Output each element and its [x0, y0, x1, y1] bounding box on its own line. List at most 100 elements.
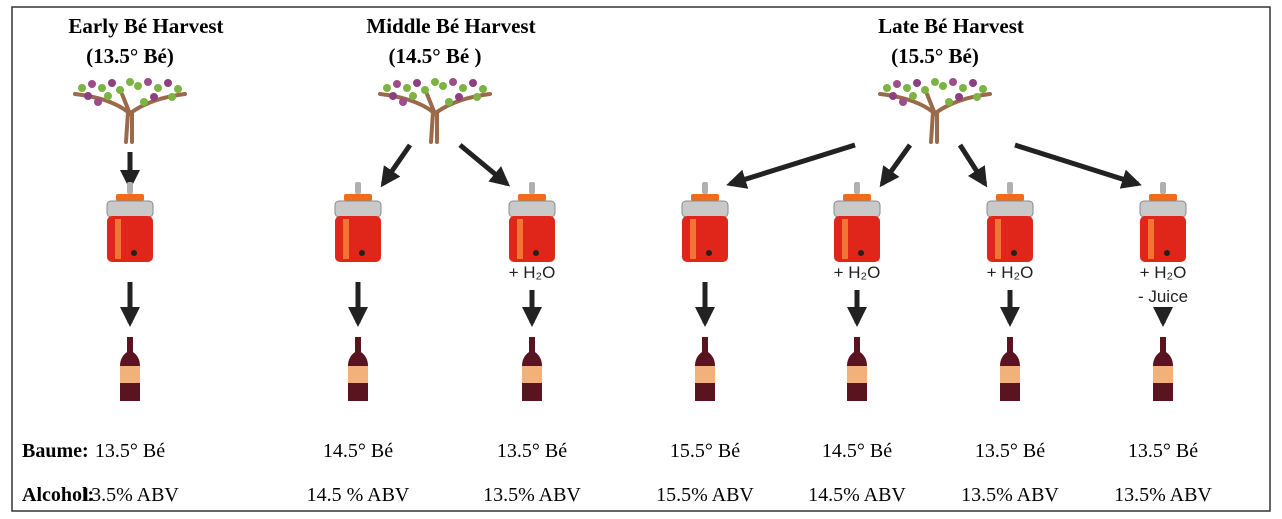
baume-value: 14.5° Bé	[822, 440, 892, 462]
tank-icon	[681, 182, 729, 262]
baume-value: 13.5° Bé	[975, 440, 1045, 462]
vine-icon	[73, 78, 187, 144]
harvest-title: Middle Bé Harvest	[366, 14, 535, 38]
grape	[445, 98, 453, 106]
tank-lid	[996, 194, 1024, 201]
tank-icon	[508, 182, 556, 262]
grape	[931, 78, 939, 86]
grape	[959, 84, 967, 92]
harvest-degree: (14.5° Bé )	[389, 44, 482, 68]
vine-trunk	[878, 92, 992, 144]
grape	[969, 79, 977, 87]
grape	[134, 82, 142, 90]
tank-tap	[706, 250, 712, 256]
tank-icon	[986, 182, 1034, 262]
grape	[104, 92, 112, 100]
tank-note: - Juice	[1138, 287, 1188, 306]
grape	[144, 78, 152, 86]
vine-icon	[378, 78, 492, 144]
bottle-icon	[522, 337, 542, 401]
bottle-label	[695, 366, 715, 383]
grape	[973, 93, 981, 101]
grape	[473, 93, 481, 101]
grape	[108, 79, 116, 87]
grape	[889, 92, 897, 100]
grape	[88, 80, 96, 88]
alcohol-value: 13.5% ABV	[81, 484, 179, 506]
tank-body	[987, 216, 1033, 262]
grape	[393, 80, 401, 88]
tank-lid	[344, 194, 372, 201]
tank-note: + H₂O	[987, 263, 1034, 282]
tank-shine	[842, 219, 848, 259]
harvest-title: Early Bé Harvest	[68, 14, 223, 38]
baume-value: 14.5° Bé	[323, 440, 393, 462]
tank-icon	[1139, 182, 1187, 262]
alcohol-value: 15.5% ABV	[656, 484, 754, 506]
frame	[11, 6, 1271, 512]
arrow	[726, 142, 856, 189]
bottle-icon	[847, 337, 867, 401]
tank-tap	[533, 250, 539, 256]
grape	[439, 82, 447, 90]
tank-lid	[518, 194, 546, 201]
grape	[164, 79, 172, 87]
bottle-icon	[348, 337, 368, 401]
grape	[921, 86, 929, 94]
tank-shine	[115, 219, 121, 259]
tank-top	[508, 200, 556, 218]
grape	[98, 84, 106, 92]
tank-tap	[1164, 250, 1170, 256]
tank-top	[334, 200, 382, 218]
tank-body	[509, 216, 555, 262]
grape	[455, 93, 463, 101]
bottle-icon	[120, 337, 140, 401]
tank-shine	[343, 219, 349, 259]
tank-note: + H₂O	[509, 263, 556, 282]
tank-valve	[127, 182, 133, 194]
grape	[449, 78, 457, 86]
grape	[168, 93, 176, 101]
grape	[399, 98, 407, 106]
tank-shine	[517, 219, 523, 259]
tank-tap	[359, 250, 365, 256]
baume-value: 13.5° Bé	[95, 440, 165, 462]
grape	[154, 84, 162, 92]
harvest-degree: (15.5° Bé)	[891, 44, 979, 68]
alcohol-value: 13.5% ABV	[1114, 484, 1212, 506]
tank-icon	[833, 182, 881, 262]
grape	[126, 78, 134, 86]
alcohol-value: 14.5 % ABV	[307, 484, 410, 506]
tank-top	[681, 200, 729, 218]
alcohol-value: 13.5% ABV	[483, 484, 581, 506]
bottle-label	[1000, 366, 1020, 383]
tank-tap	[1011, 250, 1017, 256]
arrow	[380, 143, 413, 188]
grape	[883, 84, 891, 92]
tank-lid	[1149, 194, 1177, 201]
grape	[421, 86, 429, 94]
vine-trunk	[378, 92, 492, 144]
tank-shine	[690, 219, 696, 259]
tank-valve	[1007, 182, 1013, 194]
harvest-degree: (13.5° Bé)	[86, 44, 174, 68]
tank-body	[335, 216, 381, 262]
baume-value: 15.5° Bé	[670, 440, 740, 462]
vine-icon	[878, 78, 992, 144]
tank-note: + H₂O	[834, 263, 881, 282]
grape	[116, 86, 124, 94]
grape	[979, 85, 987, 93]
tank-icon	[334, 182, 382, 262]
grape	[903, 84, 911, 92]
tank-lid	[116, 194, 144, 201]
tank-body	[1140, 216, 1186, 262]
grape	[459, 84, 467, 92]
row-label: Alcohol:	[22, 484, 94, 506]
grape	[409, 92, 417, 100]
row-label: Baume:	[22, 440, 89, 462]
grape	[893, 80, 901, 88]
bottle-icon	[1000, 337, 1020, 401]
grape	[945, 98, 953, 106]
tank-icon	[106, 182, 154, 262]
